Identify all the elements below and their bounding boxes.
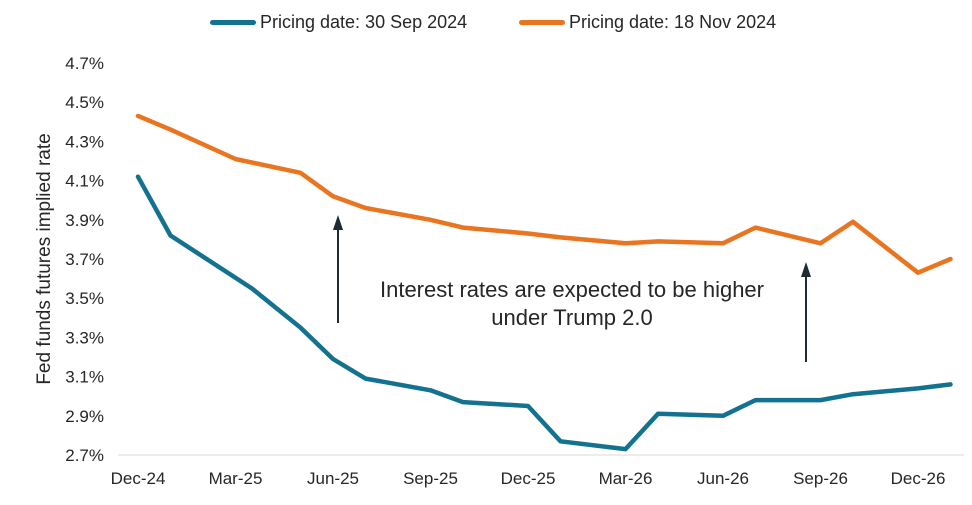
y-tick-label: 4.3% xyxy=(65,132,104,151)
legend-label-series-2: Pricing date: 18 Nov 2024 xyxy=(569,11,777,32)
y-tick-label: 3.5% xyxy=(65,289,104,308)
series-line-2 xyxy=(135,113,953,275)
annotation-arrows xyxy=(333,215,811,362)
series-line-1 xyxy=(135,174,953,452)
y-axis-label: Fed funds futures implied rate xyxy=(34,133,55,384)
legend-swatch-series-1 xyxy=(210,19,256,25)
legend-item-series-1: Pricing date: 30 Sep 2024 xyxy=(210,10,467,34)
x-tick-label: Sep-25 xyxy=(403,469,458,488)
series-lines xyxy=(135,113,953,452)
x-tick-label: Dec-26 xyxy=(891,469,946,488)
y-tick-label: 3.7% xyxy=(65,250,104,269)
legend-label-series-1: Pricing date: 30 Sep 2024 xyxy=(260,11,468,32)
x-tick-label: Dec-25 xyxy=(501,469,556,488)
y-tick-label: 4.7% xyxy=(65,54,104,73)
x-tick-label: Dec-24 xyxy=(111,469,166,488)
y-tick-label: 4.5% xyxy=(65,93,104,112)
legend-swatch-series-2 xyxy=(519,19,565,25)
x-tick-label: Mar-26 xyxy=(599,469,653,488)
annotation-arrowhead-left xyxy=(333,215,343,230)
x-tick-label: Sep-26 xyxy=(793,469,848,488)
x-tick-label: Mar-25 xyxy=(209,469,263,488)
chart-annotation: Interest rates are expected to be higher… xyxy=(379,277,764,330)
x-axis-ticks: Dec-24 Mar-25 Jun-25 Sep-25 Dec-25 Mar-26 Jun-… xyxy=(111,469,946,488)
annotation-arrowhead-right xyxy=(801,262,811,277)
y-axis-ticks: 2.7% 2.9% 3.1% 3.3% 3.5% 3.7% 3.9% 4.1% 4.3% 4.5%… xyxy=(65,54,104,465)
x-tick-label: Jun-26 xyxy=(697,469,749,488)
y-tick-label: 3.1% xyxy=(65,368,104,387)
y-tick-label: 2.9% xyxy=(65,407,104,426)
x-tick-label: Jun-25 xyxy=(307,469,359,488)
y-tick-label: 4.1% xyxy=(65,172,104,191)
y-tick-label: 3.9% xyxy=(65,211,104,230)
y-tick-label: 2.7% xyxy=(65,446,104,465)
y-tick-label: 3.3% xyxy=(65,328,104,347)
legend: Pricing date: 30 Sep 2024 Pricing date: … xyxy=(0,10,972,34)
legend-item-series-2: Pricing date: 18 Nov 2024 xyxy=(519,10,776,34)
